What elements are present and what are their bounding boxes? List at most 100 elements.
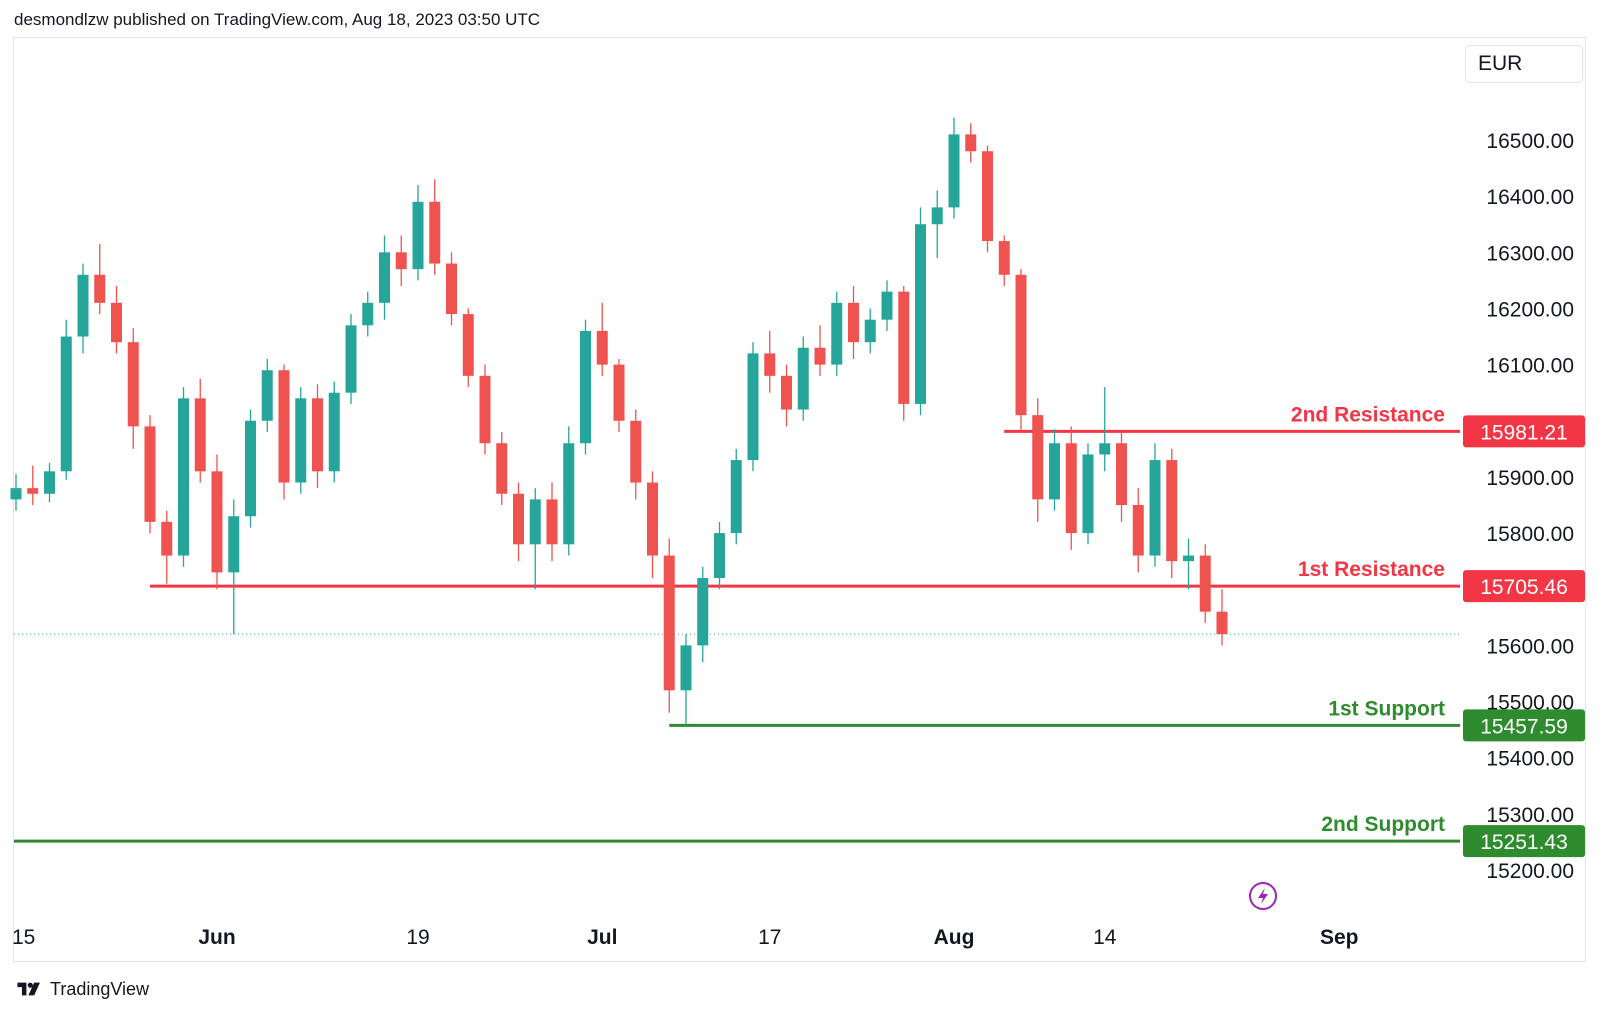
candle bbox=[546, 482, 558, 562]
candle bbox=[178, 387, 189, 567]
candle bbox=[797, 336, 809, 421]
candle bbox=[446, 252, 457, 326]
candle bbox=[529, 488, 541, 590]
y-tick-label: 15600.00 bbox=[1486, 635, 1574, 658]
x-tick-label: Jul bbox=[587, 926, 617, 949]
candle bbox=[714, 521, 725, 590]
x-tick-label: Sep bbox=[1320, 926, 1359, 949]
candle bbox=[44, 462, 55, 503]
candle bbox=[680, 634, 692, 724]
level-label-0: 2nd Resistance bbox=[1291, 403, 1445, 426]
candle bbox=[881, 280, 893, 331]
level-badge-text-3: 15251.43 bbox=[1480, 831, 1568, 854]
candle bbox=[982, 145, 993, 253]
candle bbox=[915, 207, 926, 416]
candle bbox=[228, 499, 240, 635]
candle bbox=[127, 328, 139, 449]
candle bbox=[1216, 589, 1228, 646]
tradingview-logo-icon bbox=[17, 982, 40, 996]
level-badge-text-1: 15705.46 bbox=[1480, 576, 1568, 599]
level-badge-1 bbox=[1463, 570, 1585, 603]
candle bbox=[1149, 443, 1161, 567]
candle bbox=[814, 325, 826, 376]
candle bbox=[462, 308, 474, 388]
candle bbox=[898, 286, 910, 421]
lightning-icon[interactable] bbox=[1249, 882, 1277, 910]
y-tick-label: 16400.00 bbox=[1486, 186, 1574, 209]
currency-selector[interactable]: EUR bbox=[1465, 45, 1583, 83]
candle bbox=[362, 291, 374, 337]
y-tick-label: 15200.00 bbox=[1486, 860, 1574, 883]
candle bbox=[60, 319, 72, 480]
candle bbox=[496, 432, 508, 505]
candle bbox=[764, 330, 776, 393]
y-tick-label: 16200.00 bbox=[1486, 298, 1574, 321]
x-tick-label: Aug bbox=[934, 926, 975, 949]
levels-layer: 2nd Resistance 1st Resistance 1st Support 2… bbox=[14, 403, 1460, 843]
level-badge-text-0: 15981.21 bbox=[1480, 421, 1568, 444]
candle bbox=[848, 286, 859, 359]
footer-brand: TradingView bbox=[50, 978, 150, 999]
candle bbox=[596, 302, 608, 376]
candle bbox=[1166, 448, 1178, 578]
candle bbox=[412, 184, 424, 281]
level-label-1: 1st Resistance bbox=[1298, 558, 1445, 581]
footer: TradingView bbox=[14, 977, 149, 1001]
candle bbox=[580, 319, 591, 455]
candle bbox=[697, 566, 709, 663]
candle bbox=[77, 263, 89, 354]
y-tick-label: 16300.00 bbox=[1486, 242, 1574, 265]
candle bbox=[998, 235, 1010, 286]
level-badges: 15981.21 15705.46 15457.59 15251.43 bbox=[1463, 415, 1585, 858]
candle bbox=[1132, 488, 1144, 573]
y-tick-label: 15300.00 bbox=[1486, 804, 1574, 827]
candle bbox=[479, 364, 491, 455]
publisher-credit: desmondlzw published on TradingView.com,… bbox=[14, 10, 541, 29]
candle bbox=[630, 409, 642, 500]
candle bbox=[1015, 269, 1027, 432]
candle bbox=[831, 291, 843, 376]
candle bbox=[328, 381, 340, 483]
candle bbox=[10, 474, 22, 511]
candle bbox=[747, 342, 759, 472]
candle bbox=[379, 235, 390, 320]
level-badge-3 bbox=[1463, 825, 1585, 858]
price-axis: 16500.00 16400.00 16300.00 16200.00 16100.00… bbox=[1486, 130, 1574, 883]
x-tick-label: 15 bbox=[12, 926, 35, 949]
candle bbox=[1082, 443, 1094, 545]
candle bbox=[647, 471, 658, 578]
candle bbox=[261, 359, 273, 432]
level-badge-0 bbox=[1463, 415, 1585, 448]
candle bbox=[563, 426, 575, 556]
x-tick-label: 17 bbox=[758, 926, 781, 949]
time-axis: 15 Jun 19 Jul 17 Aug 14 Sep bbox=[12, 926, 1359, 949]
candle bbox=[312, 384, 323, 489]
candle bbox=[278, 364, 290, 500]
candle bbox=[429, 179, 441, 275]
candle bbox=[111, 286, 122, 354]
x-tick-label: 19 bbox=[406, 926, 429, 949]
candle bbox=[1065, 426, 1077, 550]
candle bbox=[194, 378, 206, 483]
level-badge-2 bbox=[1463, 709, 1585, 742]
chart-frame bbox=[13, 37, 1586, 962]
candle bbox=[144, 415, 156, 534]
y-tick-label: 15900.00 bbox=[1486, 467, 1574, 490]
candle bbox=[663, 538, 675, 713]
candle bbox=[295, 387, 307, 494]
candle bbox=[94, 243, 106, 315]
candle bbox=[1199, 544, 1211, 623]
candle bbox=[613, 359, 625, 432]
candle bbox=[513, 482, 524, 562]
candle bbox=[395, 235, 407, 286]
candle bbox=[1032, 398, 1044, 522]
candle bbox=[931, 190, 943, 258]
y-tick-label: 15400.00 bbox=[1486, 748, 1574, 771]
candle bbox=[27, 465, 39, 505]
candle bbox=[211, 454, 223, 590]
candles-layer bbox=[10, 117, 1228, 724]
candle bbox=[161, 510, 173, 584]
y-tick-label: 15500.00 bbox=[1486, 692, 1574, 715]
candle bbox=[948, 117, 960, 219]
